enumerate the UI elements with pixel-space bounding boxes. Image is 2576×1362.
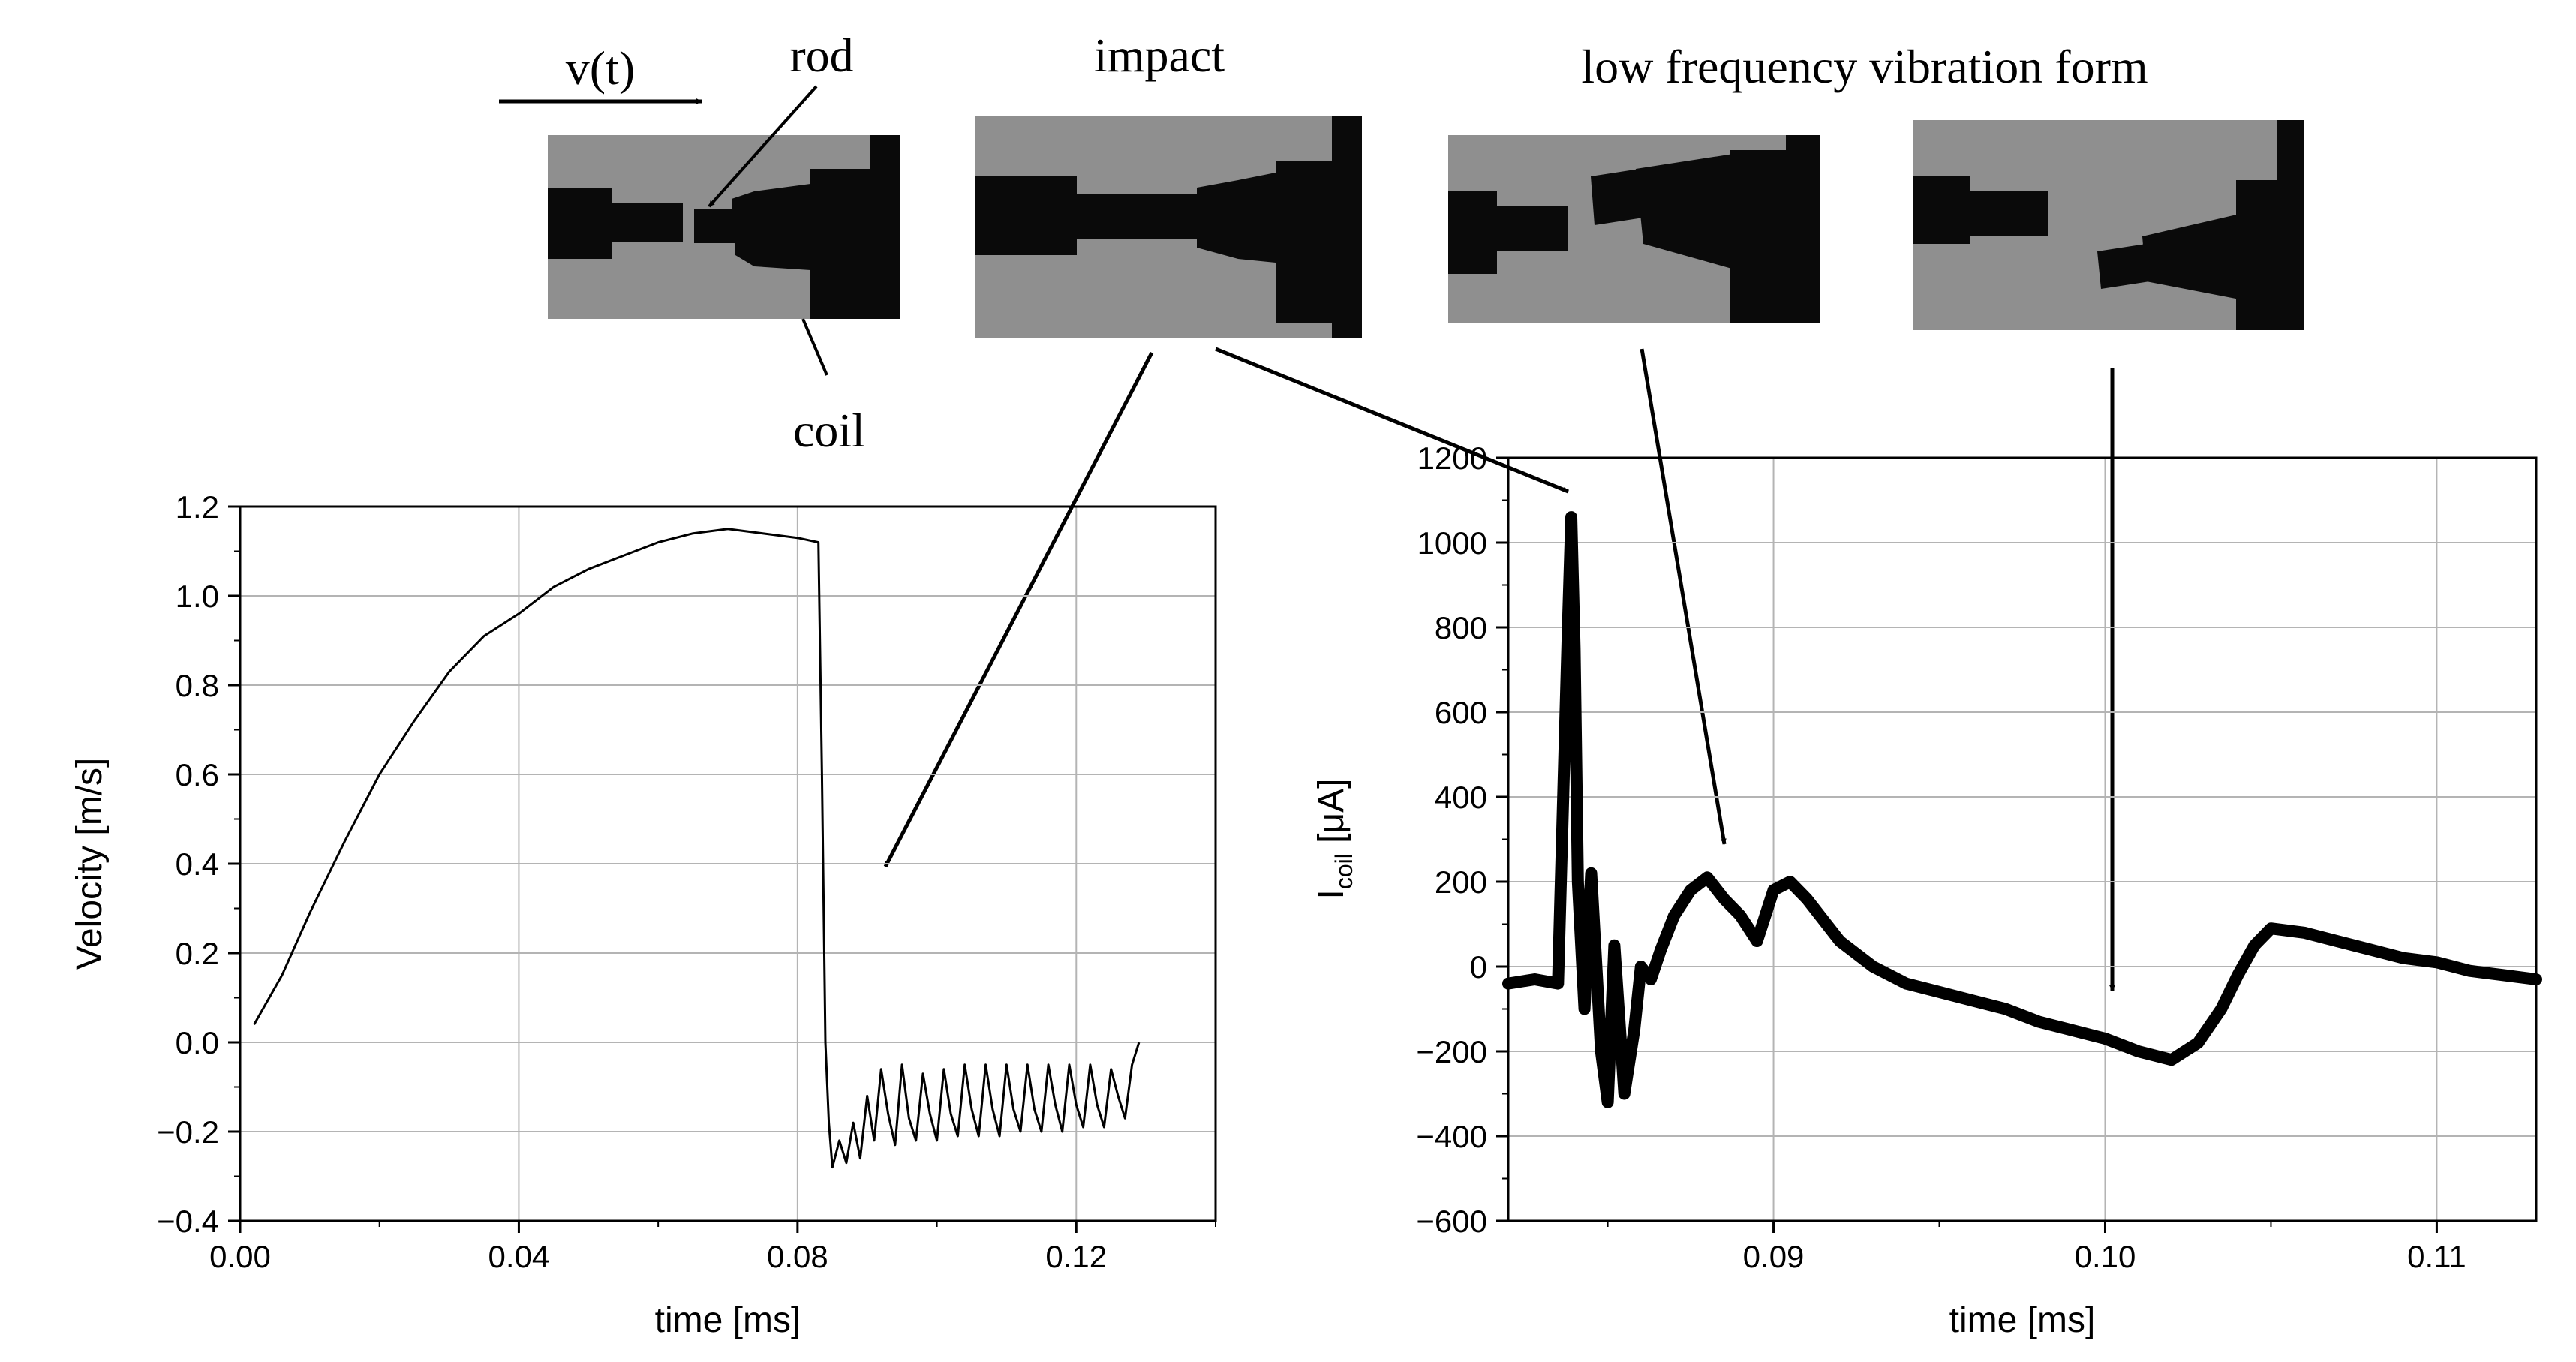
y-tick-label: 1.2	[176, 489, 219, 525]
y-tick-label: 0.8	[176, 668, 219, 703]
x-tick-label: 0.09	[1743, 1239, 1805, 1274]
current-ylabel-unit: [μA]	[1312, 778, 1351, 853]
y-tick-label: −600	[1416, 1204, 1487, 1239]
velocity-label: v(t)	[566, 41, 635, 95]
photo-frame-2	[975, 116, 1362, 338]
y-tick-label: 0.6	[176, 757, 219, 792]
current-chart-ticks: 0.09 0.10 0.11 −600 −400 −200 0 200 400 600 800 100…	[1416, 440, 2466, 1274]
impact-label: impact	[1094, 29, 1225, 82]
y-tick-label: 0.0	[176, 1025, 219, 1060]
current-chart: 0.09 0.10 0.11 −600 −400 −200 0 200 400 600 800 100…	[1312, 440, 2542, 1340]
photo-frame-4	[1913, 120, 2304, 330]
x-tick-label: 0.12	[1045, 1239, 1107, 1274]
vibration-label: low frequency vibration form	[1581, 40, 2148, 93]
y-tick-label: −200	[1416, 1034, 1487, 1069]
current-ylabel-sub: coil	[1330, 853, 1357, 889]
y-tick-label: 1.0	[176, 579, 219, 614]
photo-frame-1	[548, 135, 900, 319]
velocity-chart-grid	[240, 507, 1216, 1221]
x-tick-label: 0.08	[767, 1239, 828, 1274]
x-tick-label: 0.00	[209, 1239, 271, 1274]
y-tick-label: 200	[1435, 864, 1487, 900]
velocity-series-line	[253, 528, 1141, 1169]
current-series-line	[1507, 516, 2537, 1104]
coil-pointer-line	[801, 318, 828, 376]
rod-pointer-arrow	[708, 85, 818, 208]
x-tick-label: 0.04	[488, 1239, 550, 1274]
current-chart-frame	[1507, 456, 2538, 1222]
y-tick-label: 0.2	[176, 936, 219, 971]
photo-frame-3	[1448, 135, 1820, 323]
velocity-chart-xlabel: time [ms]	[655, 1300, 801, 1340]
velocity-chart: 0.00 0.04 0.08 0.12 −0.4 −0.2 0.0 0.2 0.4 0.6 0.8 1…	[70, 489, 1217, 1340]
y-tick-label: −0.4	[157, 1204, 219, 1239]
current-chart-xlabel: time [ms]	[1949, 1300, 2096, 1340]
y-tick-label: 0.4	[176, 846, 219, 882]
y-tick-label: 600	[1435, 695, 1487, 730]
rod-label: rod	[789, 29, 853, 82]
y-tick-label: −400	[1416, 1119, 1487, 1154]
y-tick-label: 1200	[1417, 440, 1487, 476]
velocity-chart-ticks: 0.00 0.04 0.08 0.12 −0.4 −0.2 0.0 0.2 0.4 0.6 0.8 1…	[157, 489, 1216, 1274]
current-ylabel-main: I	[1312, 889, 1351, 899]
velocity-chart-ylabel: Velocity [m/s]	[70, 758, 110, 970]
impact-to-velocity-arrow	[883, 351, 1154, 868]
vibration-to-current-arrow-1	[1640, 348, 1727, 845]
current-chart-ylabel: Icoil [μA]	[1312, 778, 1357, 899]
y-tick-label: 800	[1435, 610, 1487, 645]
y-tick-label: −0.2	[157, 1114, 219, 1150]
x-tick-label: 0.10	[2075, 1239, 2136, 1274]
y-tick-label: 0	[1470, 949, 1487, 985]
y-tick-label: 400	[1435, 780, 1487, 815]
current-chart-grid	[1508, 458, 2536, 1221]
x-tick-label: 0.11	[2407, 1239, 2466, 1274]
y-tick-label: 1000	[1417, 525, 1487, 561]
impact-to-current-arrow	[1215, 347, 1569, 494]
coil-label: coil	[793, 404, 865, 457]
